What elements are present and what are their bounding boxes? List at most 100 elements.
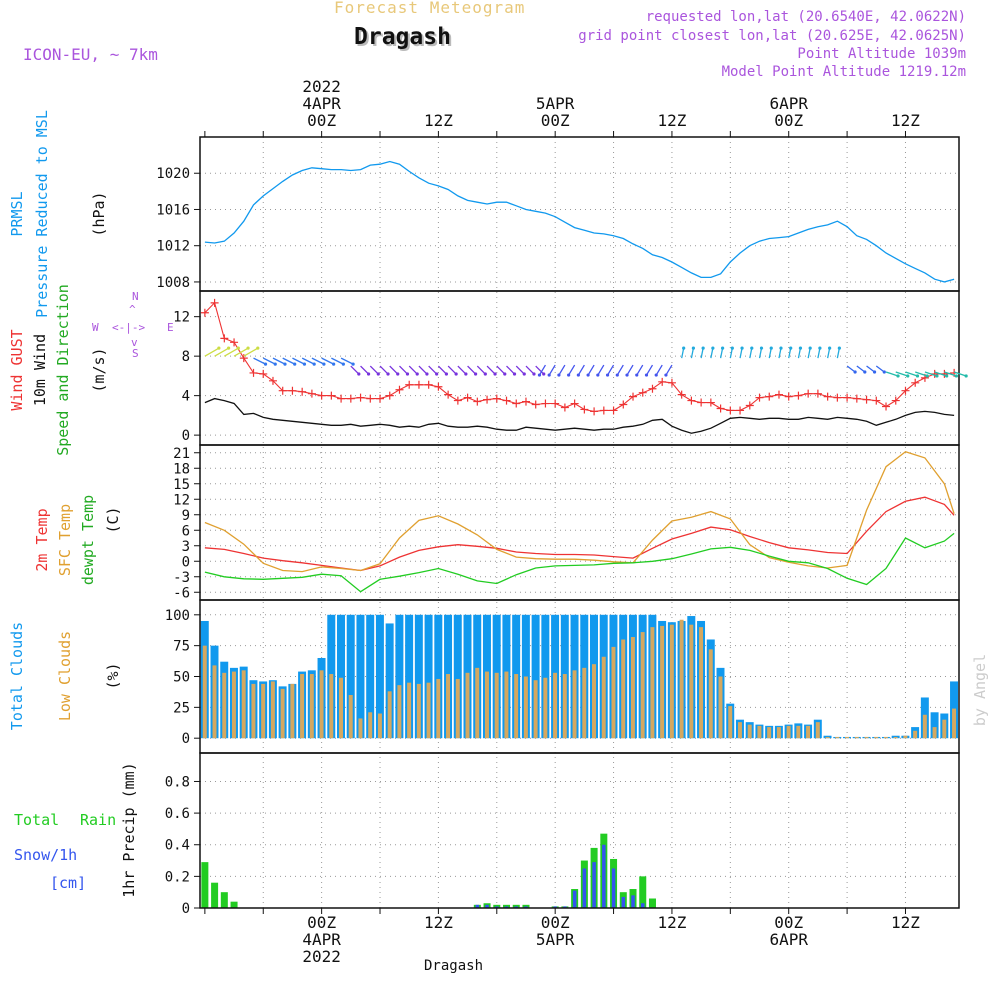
y-tick-label: 1016 [156, 202, 190, 218]
wind-arrow [292, 357, 305, 365]
wind-arrow-head [532, 372, 536, 376]
wind-arrow-head [376, 372, 380, 376]
gust-marker [833, 393, 842, 402]
gust-marker [414, 380, 423, 389]
gust-marker [638, 388, 647, 397]
bar-rain [211, 882, 219, 908]
wind-arrow-head [542, 372, 546, 376]
wind-arrow-head [503, 372, 507, 376]
bar-low-clouds [893, 736, 898, 739]
wind-arrow-head [454, 372, 458, 376]
gust-marker [424, 380, 433, 389]
bar-rain [493, 904, 501, 908]
bar-low-clouds [202, 645, 207, 739]
compass-s: S [132, 347, 139, 360]
wind-arrow [587, 364, 595, 376]
gust-marker [346, 394, 355, 403]
y-tick-label: 0 [182, 428, 190, 444]
bar-total-clouds [424, 614, 433, 739]
y-tick-label: 0 [182, 554, 190, 570]
bar-low-clouds [387, 691, 392, 739]
bar-low-clouds [504, 671, 509, 739]
wind-arrow [204, 347, 220, 357]
bar-low-clouds [280, 688, 285, 739]
bar-total-clouds [337, 614, 345, 739]
wind-arrow-head [730, 346, 734, 350]
bar-low-clouds [368, 712, 373, 739]
bar-low-clouds [300, 674, 305, 739]
bar-snow [621, 896, 626, 908]
gust-marker [619, 400, 628, 409]
wind-arrow [476, 365, 486, 375]
bar-low-clouds [728, 706, 733, 739]
bar-low-clouds [397, 685, 402, 739]
label-total: Total [14, 811, 59, 829]
y-tick-label: 50 [173, 670, 190, 686]
bar-low-clouds [562, 674, 567, 739]
bar-snow [631, 895, 635, 908]
bar-low-clouds [261, 683, 266, 739]
compass-rose: N^ W <-|-> EvS [92, 290, 174, 360]
gust-marker [736, 406, 745, 415]
bar-rain [220, 892, 228, 908]
wind-arrow [797, 348, 802, 359]
wind-arrow-head [226, 346, 231, 350]
series-line-temperature-1 [204, 450, 955, 573]
gust-marker [580, 405, 589, 414]
wind-arrow [486, 365, 496, 375]
gust-marker [337, 394, 346, 403]
time-label: 12Z [657, 913, 686, 932]
label-prmsl: PRMSL [8, 191, 26, 236]
panel-frame-precip [199, 752, 960, 909]
wind-arrow-head [828, 346, 832, 350]
wind-arrow-head [750, 346, 754, 350]
bar-low-clouds [592, 664, 596, 739]
bar-low-clouds [231, 671, 236, 739]
bar-rain [522, 904, 530, 908]
wind-arrow-head [537, 373, 542, 377]
wind-arrow-head [302, 362, 307, 366]
wind-arrow-head [654, 373, 658, 377]
wind-arrow-head [605, 373, 610, 377]
wind-arrow-head [341, 362, 345, 366]
wind-arrow [739, 348, 743, 359]
wind-arrow [895, 371, 908, 377]
wind-arrow-head [415, 372, 419, 376]
gust-marker [609, 406, 618, 415]
bar-low-clouds [621, 639, 626, 739]
x-ticks [204, 131, 906, 914]
bar-snow [553, 906, 557, 908]
wind-arrow [496, 365, 506, 375]
gust-marker [268, 376, 277, 385]
wind-arrow-head [615, 373, 619, 377]
label-10m-wind: 10m Wind [31, 334, 49, 406]
bar-low-clouds [290, 683, 295, 739]
time-label: 00Z [307, 913, 336, 932]
gust-marker [259, 369, 268, 378]
bar-total-clouds [405, 614, 414, 739]
bar-low-clouds [407, 682, 412, 739]
bar-snow [475, 904, 480, 908]
bar-low-clouds [436, 678, 441, 739]
time-label: 6APR [769, 930, 808, 949]
gridlines [262, 137, 906, 908]
gust-marker [356, 393, 365, 402]
wind-arrow-head [798, 346, 803, 350]
bar-low-clouds [640, 632, 645, 739]
wind-arrow [369, 365, 379, 375]
bar-low-clouds [222, 672, 227, 739]
wind-arrow-head [332, 362, 336, 366]
wind-arrow-head [635, 373, 639, 377]
gust-marker [658, 377, 667, 386]
bar-snow [563, 906, 567, 908]
time-label: 12Z [891, 111, 920, 130]
wind-arrow [749, 348, 753, 359]
panel-clouds: 0 25 50 75 100 [165, 599, 960, 754]
compass-e: E [167, 321, 174, 334]
bar-low-clouds [689, 624, 694, 739]
bar-snow [504, 906, 509, 908]
bar-total-clouds [385, 623, 394, 739]
bar-low-clouds [796, 725, 801, 739]
